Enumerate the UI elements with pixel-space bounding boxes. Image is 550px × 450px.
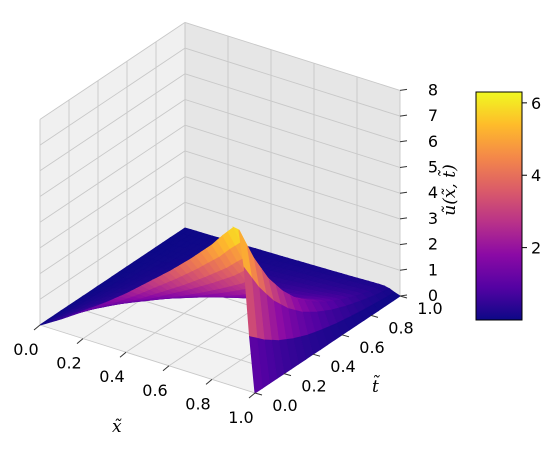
grid-line-left-z xyxy=(39,124,186,223)
x-tick-label: 0.6 xyxy=(142,381,167,400)
x-tick-label: 0.2 xyxy=(56,354,81,373)
z-tick-mark xyxy=(399,217,408,220)
grid-line-back-z xyxy=(184,73,401,143)
grid-line-left-z xyxy=(39,73,186,172)
z-tick-label: 6 xyxy=(428,132,438,151)
axes-panes xyxy=(40,22,400,393)
z-tick-mark xyxy=(399,294,408,297)
y-tick-mark xyxy=(370,314,379,318)
grid-line-back-z xyxy=(184,201,401,271)
y-tick-label: 0.2 xyxy=(301,377,326,396)
z-tick-mark xyxy=(399,191,408,194)
colorbar-bar xyxy=(475,91,523,321)
surface-patch xyxy=(249,336,263,394)
z-tick-label: 5 xyxy=(428,158,438,177)
z-tick-mark xyxy=(399,88,408,91)
x-tick-mark xyxy=(248,392,256,399)
z-axis-label: ũ(x̃, t̃) xyxy=(438,164,460,215)
z-tick-label: 8 xyxy=(428,80,438,99)
z-tick-label: 7 xyxy=(428,106,438,125)
x-axis-label: x̃ xyxy=(112,417,122,437)
grid-line-back-z xyxy=(184,47,401,117)
colorbar: 2 4 6 xyxy=(475,91,541,321)
grid-line-back-z xyxy=(184,99,401,168)
x-tick-mark xyxy=(162,365,170,372)
grid-line-back-z xyxy=(184,124,401,194)
x-tick-label: 0.8 xyxy=(185,394,210,413)
x-tick-mark xyxy=(33,324,41,331)
y-tick-label: 0.8 xyxy=(388,318,413,337)
y-tick-mark xyxy=(312,353,321,357)
y-tick-label: 1.0 xyxy=(417,299,442,318)
grid-line-left-z xyxy=(39,47,186,146)
z-tick-label: 2 xyxy=(428,235,438,254)
grid-line-left-z xyxy=(39,99,186,197)
y-tick-label: 0.6 xyxy=(359,338,384,357)
colorbar-tick-label: 4 xyxy=(531,166,541,185)
axis-ticks: 0.00.20.40.60.81.00.00.20.40.60.81.00123… xyxy=(13,80,442,427)
z-tick-label: 3 xyxy=(428,209,438,228)
z-tick-mark xyxy=(399,140,408,143)
y-tick-label: 0.4 xyxy=(330,357,355,376)
x-tick-label: 0.4 xyxy=(99,367,124,386)
grid-line-back-z xyxy=(184,176,401,246)
colorbar-tick-label: 6 xyxy=(531,94,541,113)
z-tick-label: 4 xyxy=(428,183,438,202)
z-tick-mark xyxy=(399,114,408,117)
grid-line-left-z xyxy=(39,201,186,300)
z-tick-label: 1 xyxy=(428,260,438,279)
x-tick-mark xyxy=(76,338,84,344)
y-tick-label: 0.0 xyxy=(272,396,297,415)
z-tick-mark xyxy=(399,268,408,271)
x-tick-mark xyxy=(119,351,127,358)
grid-line-floor-t xyxy=(68,305,285,375)
y-tick-mark xyxy=(341,334,350,338)
x-tick-label: 1.0 xyxy=(228,408,253,427)
grid-line-left-z xyxy=(39,176,186,274)
surface-plot xyxy=(39,226,401,394)
grid-line-back-z xyxy=(184,21,401,91)
x-tick-label: 0.0 xyxy=(13,340,38,359)
colorbar-tick-label: 2 xyxy=(531,239,541,258)
x-tick-mark xyxy=(205,379,213,385)
z-tick-mark xyxy=(399,166,408,168)
grid-line-left-z xyxy=(39,150,186,249)
y-tick-mark xyxy=(283,373,292,377)
z-tick-label: 0 xyxy=(428,286,438,305)
y-tick-mark xyxy=(254,392,263,396)
grid-line-left-z xyxy=(39,22,186,120)
grid-line-back-z xyxy=(184,150,401,220)
y-axis-label: t̃ xyxy=(372,375,380,397)
z-tick-mark xyxy=(399,243,408,246)
grid-line-floor-t xyxy=(39,324,256,394)
